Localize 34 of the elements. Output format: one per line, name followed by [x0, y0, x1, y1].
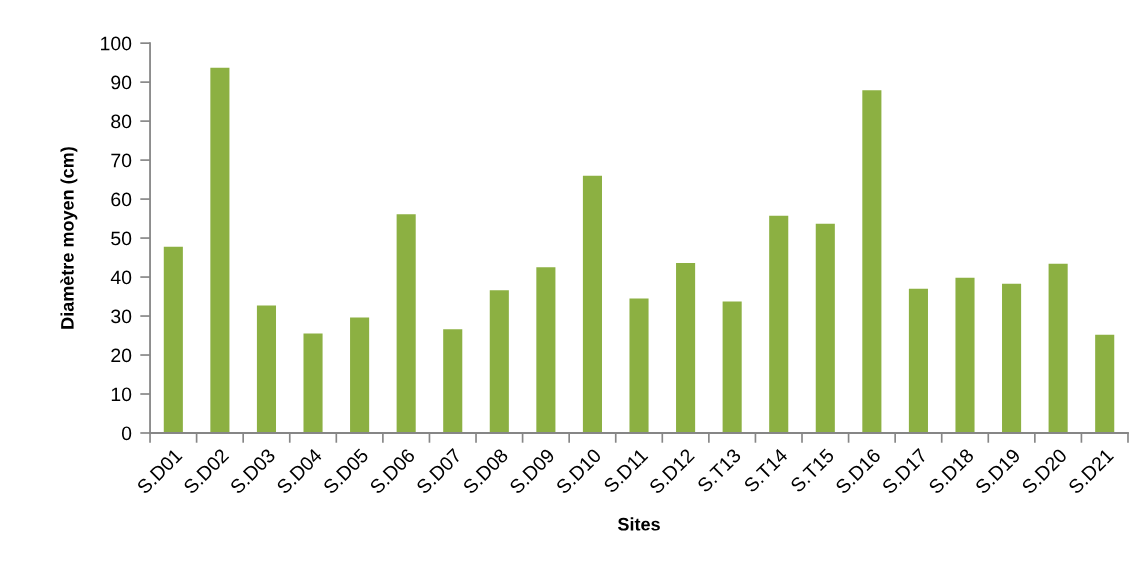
- bar: [722, 301, 742, 433]
- bar: [350, 317, 370, 433]
- bar: [163, 246, 183, 433]
- bar: [1048, 263, 1068, 433]
- bar: [629, 298, 649, 433]
- bar: [676, 263, 696, 433]
- y-tick-label: 60: [111, 192, 132, 207]
- bar: [489, 290, 509, 433]
- bar: [1095, 334, 1115, 433]
- y-tick-label: 100: [101, 36, 132, 51]
- y-tick-label: 80: [111, 114, 132, 129]
- y-tick-label: 0: [121, 426, 132, 441]
- bar: [908, 288, 928, 433]
- y-tick-label: 20: [111, 348, 132, 363]
- bar: [815, 223, 835, 433]
- y-tick-label: 70: [111, 153, 132, 168]
- y-tick-label: 40: [110, 270, 132, 285]
- bar: [256, 305, 277, 433]
- bar: [582, 175, 602, 433]
- bar: [1002, 283, 1022, 433]
- bar: [769, 215, 789, 433]
- y-tick-label: 10: [111, 387, 132, 402]
- bar: [303, 333, 323, 433]
- bar: [210, 67, 230, 433]
- bar: [396, 214, 416, 433]
- bar: [862, 90, 882, 433]
- y-tick-label: 50: [111, 231, 132, 246]
- bar: [955, 277, 975, 433]
- bar: [443, 329, 463, 433]
- y-axis-title: Diamètre moyen (cm): [60, 147, 78, 329]
- y-tick-label: 90: [111, 75, 132, 90]
- x-axis-title: Sites: [617, 517, 660, 531]
- y-tick-label: 30: [111, 309, 132, 324]
- bar: [536, 267, 556, 433]
